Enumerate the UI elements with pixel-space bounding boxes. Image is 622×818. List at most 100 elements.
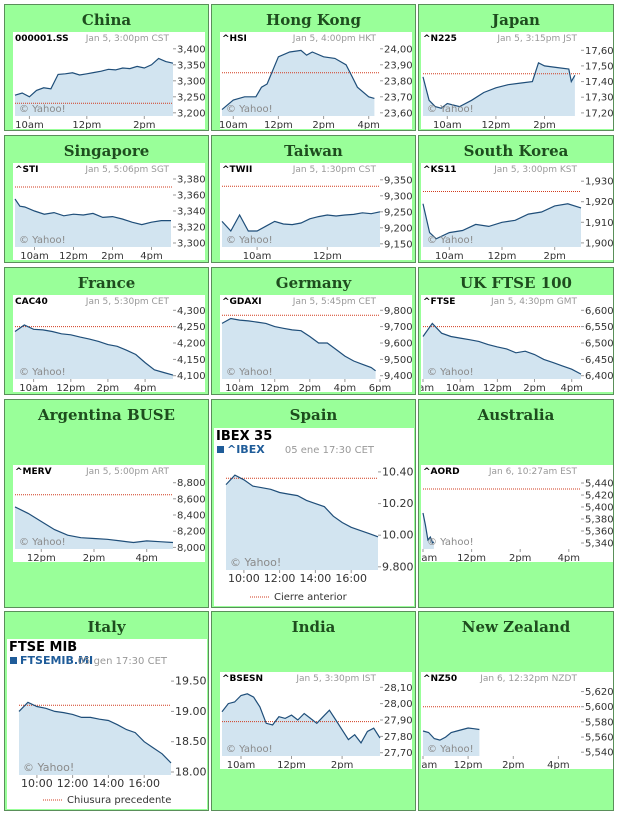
x-tick-label: 10am [227,760,256,769]
yahoo-watermark: © Yahoo! [226,235,273,246]
chart-symbol: ^FTSE [423,297,455,307]
x-tick-label: 4pm [334,383,356,392]
price-area [15,325,173,379]
x-tick-label: 4pm [135,553,157,562]
market-chart-new-zealand[interactable]: 5,620 5,600 5,580 5,560 5,540 10am 12pm 2pm 4pm ©… [421,672,613,769]
market-chart-germany[interactable]: 9,800 9,700 9,600 9,500 9,400 10am 12pm 2pm 4pm 6… [220,295,412,392]
y-tick-label: 5,420 [585,491,613,502]
price-line [221,317,376,372]
market-chart-japan[interactable]: 17,600 17,500 17,400 17,300 17,200 10am 12pm 2p… [421,32,613,129]
x-tick-label: 10am [15,120,44,129]
x-tick-label: 12:00 [57,777,89,790]
x-tick-label: 10am [243,251,272,260]
x-tick-label: 2pm [509,553,531,562]
y-tick-label: 27,700 [384,748,412,759]
market-chart-india[interactable]: 28,100 28,000 27,900 27,800 27,700 10am 12pm 2p… [220,672,412,769]
price-area [423,728,480,756]
price-line [422,322,582,375]
x-tick-label: 2pm [101,251,123,260]
y-tick-label: 23,800 [384,76,412,87]
market-cell-argentina[interactable]: Argentina BUSE 8,800 8,600 8,400 8,200 8,000 1… [4,399,209,608]
x-tick-label: 2pm [331,760,353,769]
chart-timestamp: Jan 5, 3:15pm JST [496,34,577,44]
y-tick-label: 3,250 [177,92,205,103]
y-tick-label: 6,600 [585,306,613,317]
y-tick-label: 4,300 [177,306,205,317]
market-chart-france[interactable]: 4,300 4,250 4,200 4,150 4,100 10am 12pm 2pm 4pm ©… [13,295,205,392]
market-chart-argentina[interactable]: 8,800 8,600 8,400 8,200 8,000 12pm 2pm 4pm © Yah… [13,465,205,562]
market-cell-singapore[interactable]: Singapore 3,380 3,360 3,340 3,320 3,300 10am 12… [4,135,209,263]
chart-timestamp: Jan 5, 5:45pm CET [292,297,377,307]
y-tick-label: 18.500 [175,735,207,748]
market-chart-hong-kong[interactable]: 24,000 23,900 23,800 23,700 23,600 10am 12pm 2p… [220,32,412,129]
y-tick-label: 28,000 [384,699,412,710]
y-tick-label: 4,100 [177,371,205,382]
legend-label: Cierre anterior [274,592,348,603]
market-chart-uk-ftse-100[interactable]: 6,600 6,550 6,500 6,450 6,400 8am 10am 12pm 2pm 4… [421,295,613,392]
market-cell-france[interactable]: France 4,300 4,250 4,200 4,150 4,100 10am 12pm 2… [4,267,209,395]
market-chart-china[interactable]: 3,400 3,350 3,300 3,250 3,200 10am 12pm 2pm © Ya… [13,32,205,129]
chart-title: FTSE MIB [9,640,77,655]
x-tick-label: 14:00 [300,572,332,585]
x-tick-label: 12pm [59,251,88,260]
market-title: New Zealand [461,618,571,636]
x-tick-label: 4pm [140,251,162,260]
chart-timestamp: Jan 5, 3:00pm KST [493,165,577,175]
market-cell-china[interactable]: China 3,400 3,350 3,300 3,250 3,200 10am 12pm 2p… [4,4,209,131]
y-tick-label: 17,400 [585,77,613,88]
y-tick-label: 8,800 [177,478,205,489]
market-cell-spain[interactable]: Spain 10.400 10.200 10.000 9.800 10:00 12:00 14… [211,399,416,608]
yahoo-watermark: © Yahoo! [19,537,66,548]
x-tick-label: 8am [421,383,434,392]
y-tick-label: 9,150 [384,239,412,250]
y-tick-label: 9,800 [384,306,412,317]
market-cell-italy[interactable]: Italy 19.50019.00018.50018.00010:0012:001… [4,611,209,811]
market-cell-taiwan[interactable]: Taiwan 9,350 9,300 9,250 9,200 9,150 10am 12pm ©… [211,135,416,263]
y-tick-label: 8,200 [177,527,205,538]
market-cell-hong-kong[interactable]: Hong Kong 24,000 23,900 23,800 23,700 23,600 1… [211,4,416,131]
price-line [221,693,381,744]
y-tick-label: 28,100 [384,683,412,694]
x-tick-label: 4pm [357,120,379,129]
market-cell-india[interactable]: India 28,100 28,000 27,900 27,800 27,700 10am 1… [211,611,416,811]
market-chart-singapore[interactable]: 3,380 3,360 3,340 3,320 3,300 10am 12pm 2pm 4pm ©… [13,163,205,260]
y-tick-label: 6,500 [585,339,613,350]
x-tick-label: 4pm [558,553,580,562]
chart-timestamp: Jan 5, 5:00pm ART [85,467,169,477]
market-chart-spain[interactable]: 10.400 10.200 10.000 9.800 10:00 12:00 14:0016… [214,428,414,606]
market-cell-new-zealand[interactable]: New Zealand 5,620 5,600 5,580 5,560 5,540 10am… [418,611,614,811]
chart-symbol: ^HSI [222,34,247,44]
yahoo-watermark: © Yahoo! [427,104,474,115]
x-tick-label: 16:00 [335,572,367,585]
market-chart-south-korea[interactable]: 1,930 1,920 1,910 1,900 10am 12pm 2pm © Yahoo! ^… [421,163,613,260]
market-cell-uk-ftse-100[interactable]: UK FTSE 100 6,600 6,550 6,500 6,450 6,400 8am 1… [418,267,614,395]
price-line [422,727,480,741]
yahoo-watermark: © Yahoo! [226,104,273,115]
market-cell-south-korea[interactable]: South Korea 1,930 1,920 1,910 1,900 10am 12pm 2… [418,135,614,263]
y-tick-label: 9,300 [384,191,412,202]
market-cell-germany[interactable]: Germany 9,800 9,700 9,600 9,500 9,400 10am 12pm… [211,267,416,395]
y-tick-label: 6,450 [585,355,613,366]
x-tick-label: 12pm [27,553,56,562]
price-line [14,324,174,376]
chart-symbol: ^IBEX [227,443,265,456]
y-tick-label: 5,340 [585,539,613,550]
chart-timestamp: Jan 5, 5:30pm CET [85,297,170,307]
y-tick-label: 5,440 [585,479,613,490]
x-tick-label: 10am [19,383,48,392]
y-tick-label: 5,540 [585,748,613,759]
y-tick-label: 3,300 [177,76,205,87]
x-tick-label: 6pm [369,383,391,392]
market-title: Italy [87,618,126,636]
y-tick-label: 3,200 [177,108,205,119]
x-tick-label: 2pm [133,120,155,129]
market-chart-italy[interactable]: 19.500 19.000 18.500 18.000 10:00 12:00 14:001… [7,639,207,809]
y-tick-label: 17,600 [585,46,613,57]
market-chart-taiwan[interactable]: 9,350 9,300 9,250 9,200 9,150 10am 12pm © Yahoo… [220,163,412,260]
series-swatch [217,446,224,453]
market-cell-japan[interactable]: Japan17,60017,50017,40017,30017,20010am1… [418,4,614,131]
price-line [18,701,172,764]
price-area [222,693,380,756]
